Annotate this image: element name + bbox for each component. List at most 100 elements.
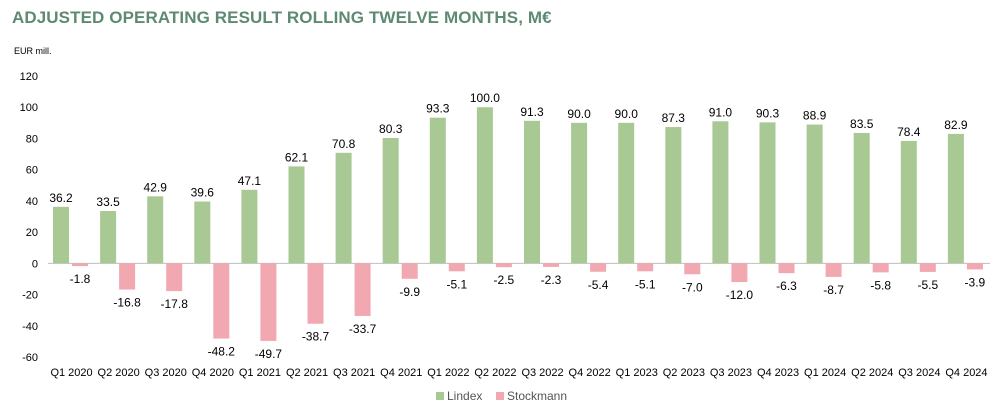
data-label-lindex: 62.1 <box>285 150 309 164</box>
data-label-stockmann: -5.5 <box>917 278 938 292</box>
bar-lindex <box>947 133 964 264</box>
x-tick-label: Q2 2023 <box>663 367 705 379</box>
y-tick-label: 100 <box>20 102 38 114</box>
data-label-stockmann: -33.7 <box>349 322 377 336</box>
x-tick-label: Q4 2024 <box>945 367 987 379</box>
y-tick-label: 0 <box>32 258 38 270</box>
data-label-lindex: 33.5 <box>96 195 120 209</box>
legend-swatch-stockmann <box>496 392 504 400</box>
bar-stockmann <box>543 263 559 267</box>
data-label-lindex: 78.4 <box>897 125 921 139</box>
data-label-stockmann: -12.0 <box>726 288 754 302</box>
bar-stockmann <box>684 263 701 275</box>
bar-lindex <box>524 120 540 264</box>
legend-label-stockmann: Stockmann <box>507 389 567 403</box>
y-axis-unit-label: EUR mill. <box>14 46 52 56</box>
bar-stockmann <box>825 263 842 277</box>
data-label-stockmann: -3.9 <box>965 275 986 289</box>
data-label-lindex: 36.2 <box>49 191 73 205</box>
chart-title: ADJUSTED OPERATING RESULT ROLLING TWELVE… <box>12 8 552 27</box>
y-tick-label: 40 <box>26 196 38 208</box>
data-label-lindex: 88.9 <box>803 109 827 123</box>
bar-stockmann <box>778 263 795 274</box>
x-tick-label: Q3 2021 <box>333 367 375 379</box>
data-label-stockmann: -6.3 <box>776 279 797 293</box>
bar-lindex <box>100 211 117 264</box>
bar-lindex <box>194 201 211 264</box>
data-label-lindex: 83.5 <box>850 117 874 131</box>
data-label-lindex: 100.0 <box>470 91 500 105</box>
bar-lindex <box>759 122 776 264</box>
bar-lindex <box>900 140 917 264</box>
x-tick-label: Q4 2023 <box>757 367 799 379</box>
x-tick-label: Q4 2021 <box>380 367 422 379</box>
x-tick-label: Q4 2022 <box>569 367 611 379</box>
y-tick-label: 60 <box>26 165 38 177</box>
bar-stockmann <box>966 263 983 270</box>
x-tick-label: Q1 2020 <box>50 367 92 379</box>
data-label-lindex: 91.0 <box>709 105 733 119</box>
bar-stockmann <box>307 263 324 324</box>
x-tick-label: Q3 2022 <box>521 367 563 379</box>
x-tick-label: Q2 2022 <box>474 367 516 379</box>
legend: Lindex Stockmann <box>436 389 567 403</box>
bar-stockmann <box>637 263 654 272</box>
bar-stockmann <box>119 263 136 290</box>
bar-stockmann <box>354 263 371 316</box>
y-tick-label: 80 <box>26 133 38 145</box>
x-tick-label: Q2 2021 <box>286 367 328 379</box>
x-tick-label: Q3 2020 <box>145 367 187 379</box>
bar-lindex <box>53 206 69 264</box>
x-tick-label: Q3 2023 <box>710 367 752 379</box>
bar-stockmann <box>495 263 512 268</box>
bar-stockmann <box>731 263 748 283</box>
bar-lindex <box>288 166 305 264</box>
bar-stockmann <box>260 263 277 341</box>
data-label-stockmann: -8.7 <box>823 283 844 297</box>
x-tick-label: Q2 2024 <box>851 367 893 379</box>
bar-lindex <box>382 137 399 264</box>
data-label-stockmann: -16.8 <box>113 296 141 310</box>
bar-stockmann <box>872 263 889 273</box>
y-tick-label: -40 <box>22 321 38 333</box>
y-tick-label: 20 <box>26 227 38 239</box>
bar-stockmann <box>401 263 418 279</box>
axis-layer: -60 -40 -20 0 20 40 60 80 100 120 Q1 2020 Q2 2020 Q3… <box>20 71 990 379</box>
data-label-stockmann: -5.1 <box>446 277 467 291</box>
data-label-lindex: 90.3 <box>756 106 780 120</box>
data-label-layer: 36.2 -1.8 33.5 -16.8 42.9 -17.8 39.6 -48.2 47.1 -… <box>49 91 985 361</box>
x-tick-label: Q1 2024 <box>804 367 846 379</box>
data-label-lindex: 42.9 <box>144 180 168 194</box>
bar-stockmann <box>72 263 88 267</box>
data-label-lindex: 90.0 <box>567 107 591 121</box>
data-label-lindex: 90.0 <box>615 107 639 121</box>
x-tick-label: Q2 2020 <box>98 367 140 379</box>
data-label-stockmann: -5.8 <box>870 278 891 292</box>
x-tick-label: Q1 2022 <box>427 367 469 379</box>
y-tick-label: -60 <box>22 352 38 364</box>
data-label-lindex: 47.1 <box>238 174 262 188</box>
bar-lindex <box>853 132 870 264</box>
bar-lindex <box>335 152 352 264</box>
data-label-stockmann: -9.9 <box>399 285 420 299</box>
data-label-stockmann: -5.4 <box>588 278 609 292</box>
data-label-stockmann: -1.8 <box>70 272 91 286</box>
data-label-stockmann: -7.0 <box>682 280 703 294</box>
legend-label-lindex: Lindex <box>447 389 482 403</box>
bar-stockmann <box>166 263 183 292</box>
bar-lindex <box>147 196 164 264</box>
bar-stockmann <box>448 263 465 272</box>
data-label-lindex: 82.9 <box>944 118 968 132</box>
bar-lindex <box>429 117 446 264</box>
data-label-lindex: 39.6 <box>191 186 215 200</box>
y-tick-label: -20 <box>22 290 38 302</box>
x-tick-label: Q1 2023 <box>616 367 658 379</box>
x-tick-label: Q4 2020 <box>192 367 234 379</box>
bar-lindex <box>476 107 493 264</box>
data-label-stockmann: -17.8 <box>161 297 189 311</box>
data-label-stockmann: -38.7 <box>302 330 330 344</box>
x-tick-label: Q3 2024 <box>898 367 940 379</box>
data-label-stockmann: -49.7 <box>255 347 283 361</box>
bar-stockmann <box>590 263 607 272</box>
